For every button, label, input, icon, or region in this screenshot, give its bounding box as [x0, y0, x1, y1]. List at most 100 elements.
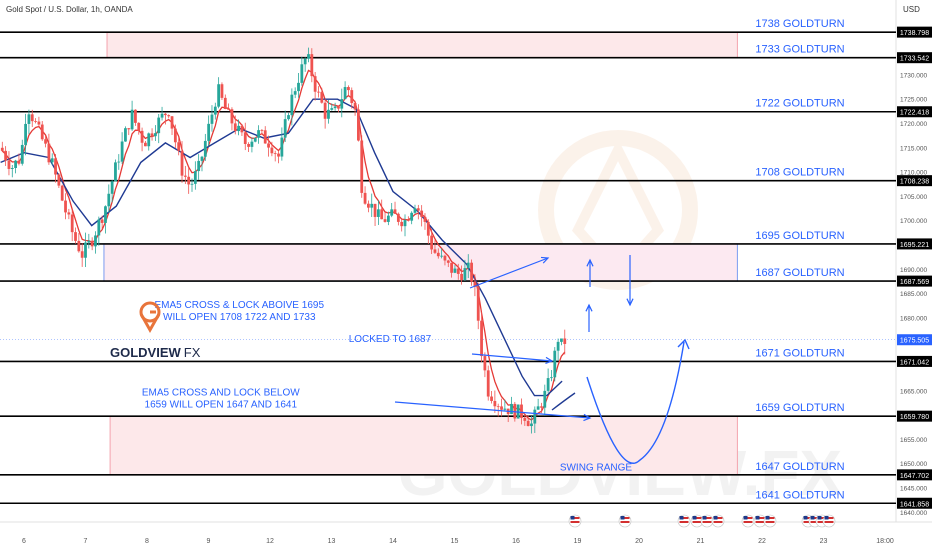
candle: [526, 415, 530, 427]
candle: [433, 240, 437, 254]
candle-body: [423, 216, 427, 222]
candle: [456, 263, 460, 280]
candle: [147, 132, 151, 151]
flag-stripe: [817, 517, 827, 519]
candle-body: [187, 176, 191, 185]
candle-body: [300, 64, 304, 83]
candle: [480, 312, 483, 363]
candle-body: [526, 420, 530, 427]
annotation-0: EMA5 CROSS & LOCK ABOIVE 1695 WILL OPEN 1…: [154, 300, 324, 323]
arrow-shaft: [394, 401, 591, 419]
candle: [227, 103, 231, 110]
candle-body: [273, 153, 277, 155]
candle-body: [413, 208, 417, 213]
candle: [223, 94, 227, 110]
candle: [386, 211, 390, 226]
candle-body: [207, 123, 211, 141]
candle: [390, 202, 394, 218]
candle: [426, 219, 430, 244]
candle: [307, 47, 310, 63]
flag-canton: [755, 516, 760, 520]
candle-body: [263, 130, 267, 144]
candle: [556, 338, 560, 361]
candle: [97, 216, 101, 246]
candle: [357, 104, 360, 142]
candle-body: [203, 140, 207, 157]
level-price-tag-0: [897, 26, 932, 38]
flag-stripe: [570, 521, 580, 523]
candle-body: [210, 114, 214, 124]
candle-body: [197, 160, 201, 172]
candle-body: [376, 209, 380, 217]
annotation-3: SWING RANGE: [560, 462, 633, 473]
candle: [320, 87, 324, 104]
candle: [50, 153, 54, 165]
candle: [114, 159, 117, 182]
candle-body: [470, 262, 473, 282]
candle: [173, 124, 177, 149]
flag-stripe: [620, 517, 630, 519]
annotation-line: 1659 WILL OPEN 1647 AND 1641: [145, 400, 298, 411]
candle-body: [333, 106, 337, 109]
candle: [420, 205, 424, 227]
arrow-head: [545, 356, 554, 365]
candle-body: [90, 240, 94, 247]
candle-body: [253, 137, 257, 142]
candle-body: [57, 174, 61, 186]
candle-body: [144, 142, 147, 147]
flag-stripe: [679, 517, 689, 519]
flag-stripe: [713, 517, 723, 519]
arrow-head: [540, 256, 550, 264]
x-tick-label-8: 16: [512, 538, 520, 545]
goldview-logo: GOLDVIEW FX: [110, 301, 201, 360]
candle-body: [230, 109, 234, 124]
y-tick-label-14: 1710.000: [900, 170, 927, 177]
candle-body: [60, 185, 64, 201]
flag-stripe: [803, 517, 813, 519]
us-flag-icon: [677, 514, 691, 528]
candle: [436, 248, 440, 259]
us-flag-icon: [753, 514, 767, 528]
candle: [157, 113, 161, 144]
candle-body: [390, 209, 394, 216]
flag-stripe: [824, 521, 834, 523]
candle-body: [97, 219, 101, 236]
candle: [400, 219, 404, 232]
candle-body: [523, 417, 527, 421]
candle: [483, 352, 487, 378]
flag-stripe: [692, 517, 702, 519]
candle: [67, 208, 71, 220]
level-zone-label-4: 1695 GOLDTURN: [755, 230, 844, 242]
candle-body: [530, 423, 533, 427]
annotation-line: SWING RANGE: [560, 462, 633, 473]
candle-body: [347, 87, 350, 91]
candle-body: [17, 160, 21, 164]
y-axis: 1738.798 1733.542 1722.418 1708.238 1695.221…: [897, 26, 932, 517]
candle-body: [120, 141, 124, 162]
candle: [87, 233, 91, 249]
candle: [177, 136, 181, 156]
candle-body: [257, 130, 260, 138]
candle: [127, 127, 131, 136]
candle-body: [150, 133, 154, 137]
candle-body: [4, 150, 8, 161]
candle: [230, 107, 234, 131]
levels-layer: 1738 GOLDTURN 1733 GOLDTURN 1722 GOLDTURN 1…: [0, 18, 896, 505]
candle-body: [460, 273, 463, 281]
candle: [337, 105, 340, 113]
flag-canton: [817, 516, 822, 520]
us-flag-icon: [618, 514, 632, 528]
candle: [213, 102, 217, 120]
candle: [270, 141, 274, 157]
candle-body: [320, 91, 324, 103]
event-markers: [568, 514, 836, 528]
level-zone-label-9: 1641 GOLDTURN: [755, 489, 844, 501]
candle-body: [310, 54, 314, 77]
candle-body: [433, 249, 437, 253]
candle-body: [87, 240, 91, 243]
candle-body: [373, 203, 377, 217]
x-tick-label-2: 8: [145, 538, 149, 545]
candle-body: [400, 221, 404, 227]
flag-stripe: [765, 521, 775, 523]
